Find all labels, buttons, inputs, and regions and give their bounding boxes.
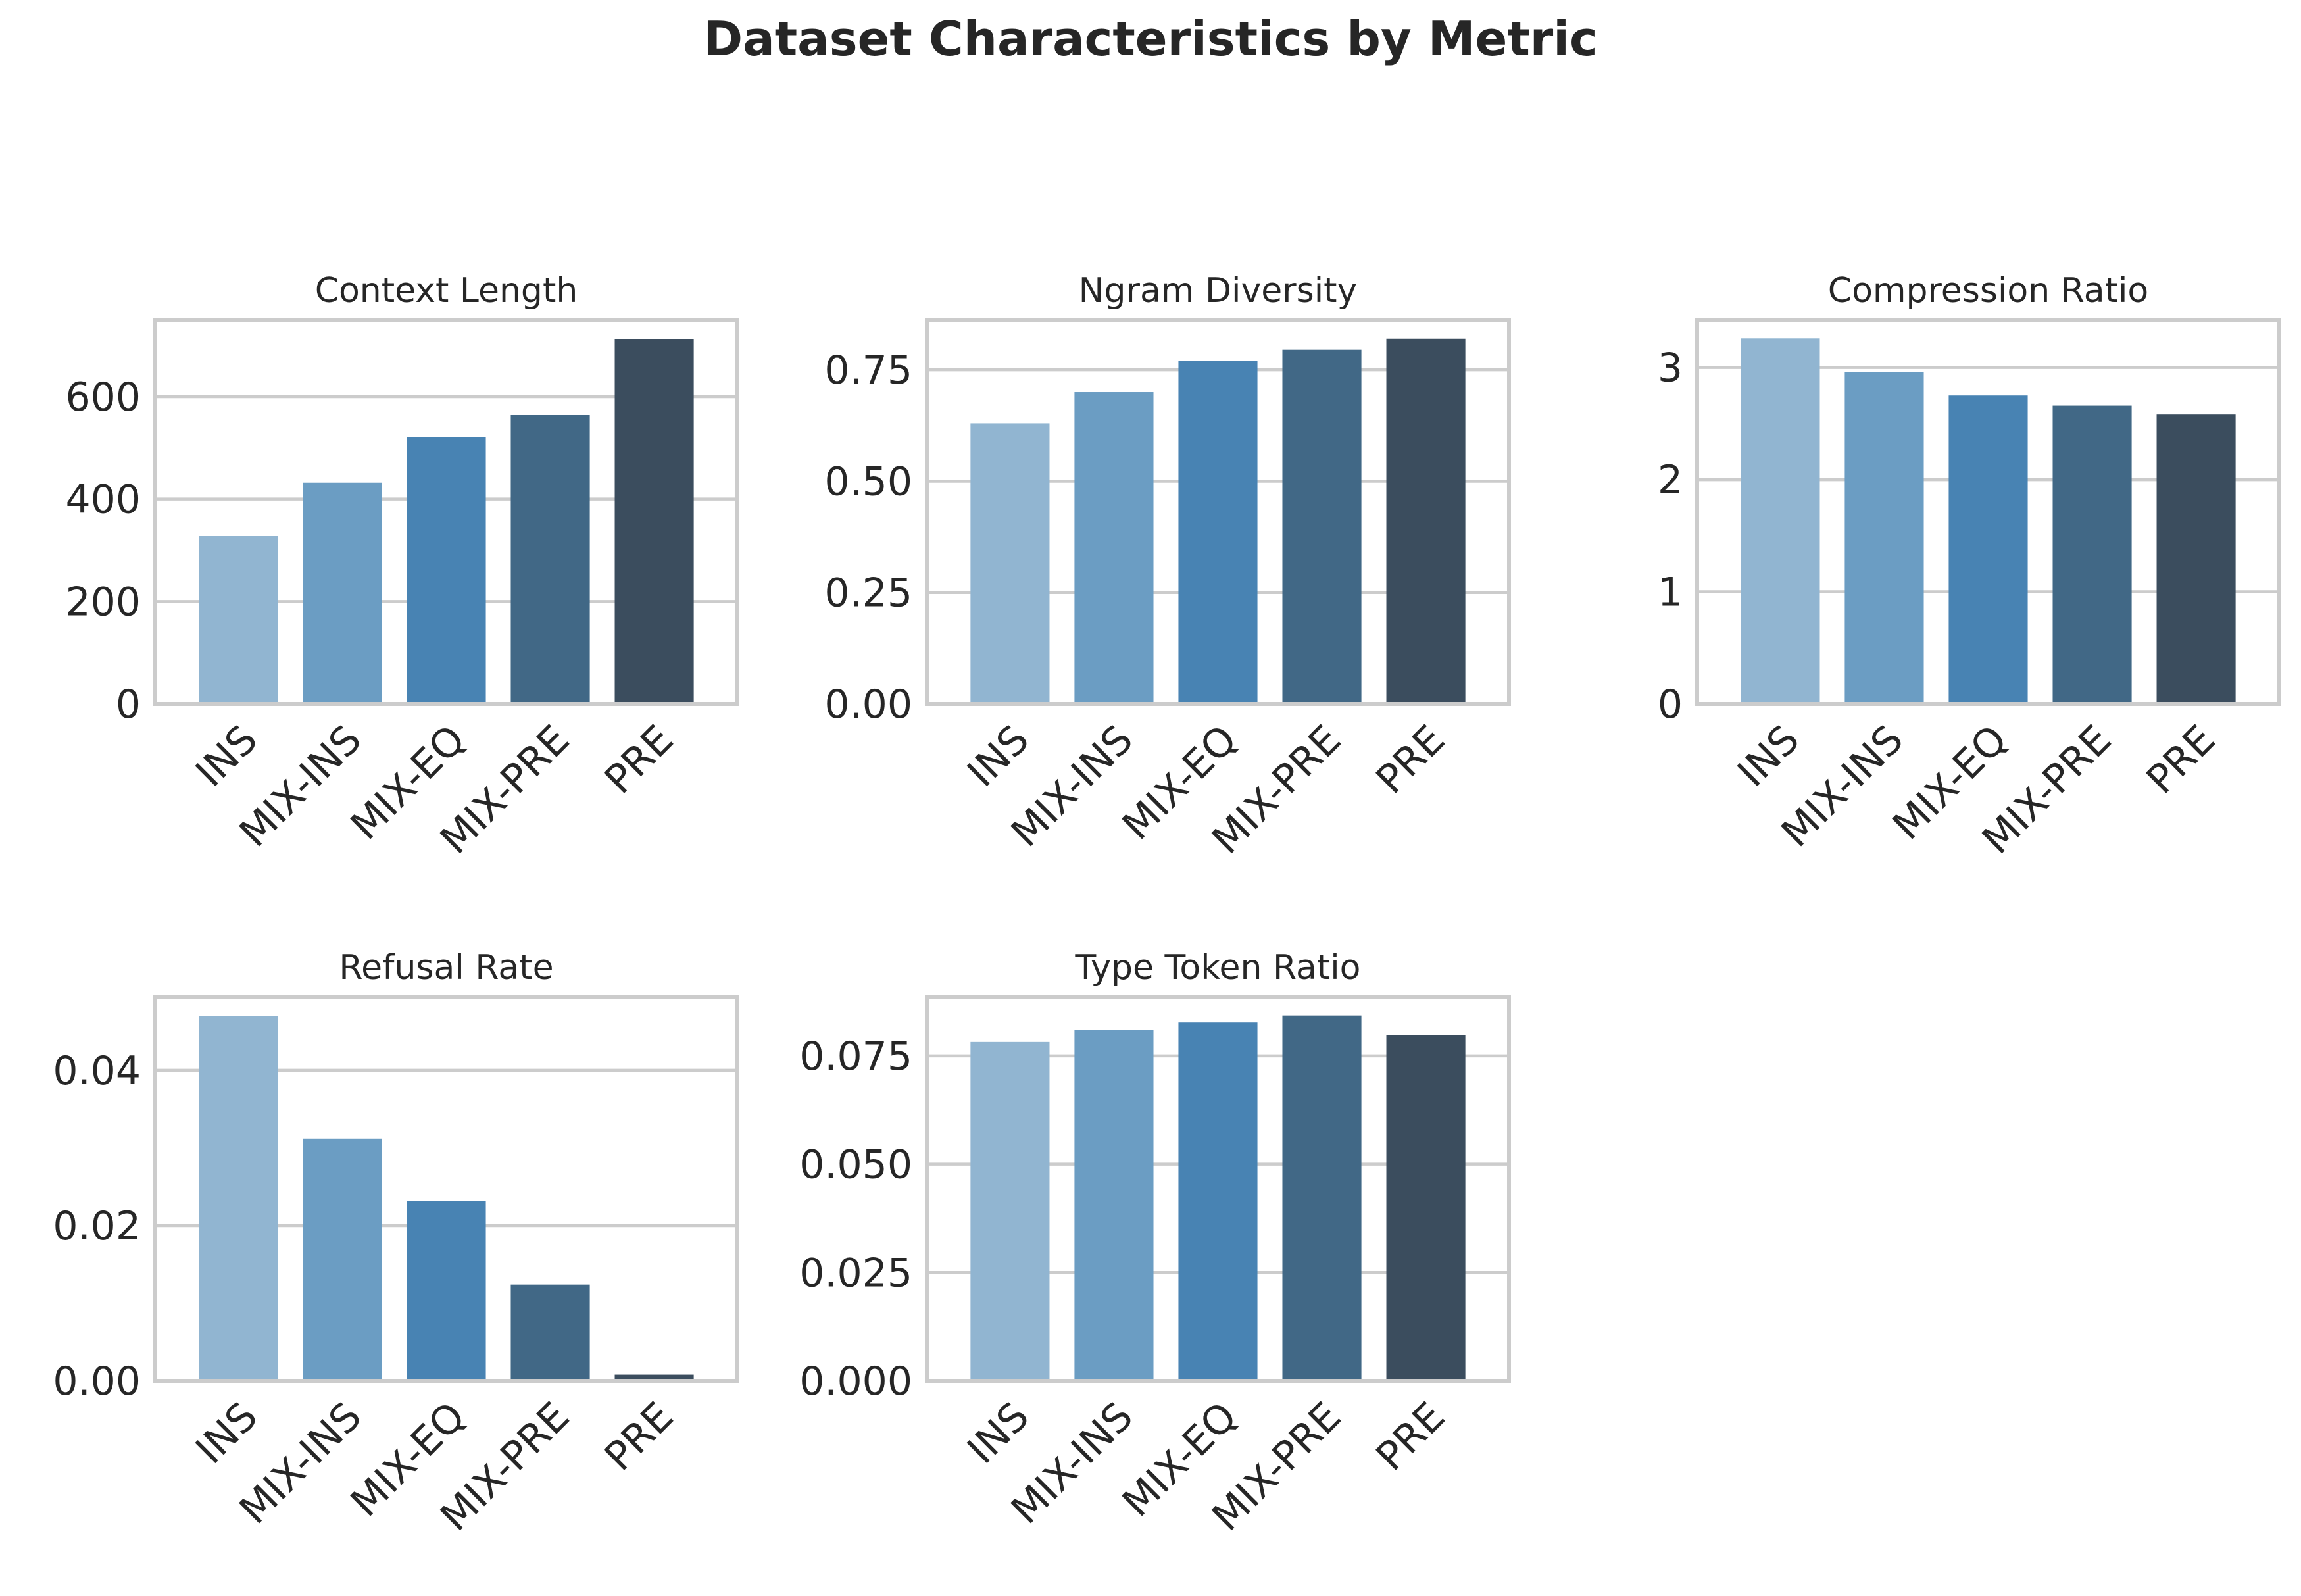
y-tick-label: 0.02 xyxy=(53,1203,141,1249)
y-tick-label: 0.25 xyxy=(824,570,912,616)
subplot-title: Compression Ratio xyxy=(1828,271,2148,311)
bar-pre xyxy=(1386,338,1466,704)
subplot-title: Context Length xyxy=(315,271,578,311)
axes-frame xyxy=(153,995,739,1383)
bar-mix-eq xyxy=(407,437,486,704)
y-tick-label: 400 xyxy=(65,477,141,523)
bar-mix-pre xyxy=(1282,349,1362,704)
x-tick-label: INS xyxy=(187,1393,266,1473)
bar-mix-eq xyxy=(1178,1022,1258,1381)
x-tick-label: PRE xyxy=(2138,716,2224,803)
bar-mix-ins xyxy=(1844,372,1924,704)
y-tick-label: 0 xyxy=(116,682,141,728)
y-tick-label: 600 xyxy=(65,374,141,420)
bar-pre xyxy=(1386,1035,1466,1381)
x-tick-label: INS xyxy=(187,716,266,796)
subplot-title: Refusal Rate xyxy=(339,948,553,987)
y-tick-label: 200 xyxy=(65,579,141,625)
x-tick-label: INS xyxy=(1729,716,1808,796)
y-tick-label: 2 xyxy=(1658,457,1683,503)
subplot-title: Ngram Diversity xyxy=(1079,271,1358,311)
bar-ins xyxy=(199,536,278,704)
bar-mix-eq xyxy=(1178,361,1258,704)
bar-ins xyxy=(1741,338,1820,704)
axes-frame xyxy=(1695,318,2281,706)
axes-frame xyxy=(153,318,739,706)
bar-pre xyxy=(614,339,694,704)
bar-mix-ins xyxy=(1074,392,1154,704)
y-tick-label: 0.00 xyxy=(824,682,912,728)
x-tick-label: PRE xyxy=(596,1393,682,1480)
subplot-title: Type Token Ratio xyxy=(1075,948,1361,987)
bar-ins xyxy=(970,423,1050,704)
x-tick-label: PRE xyxy=(596,716,682,803)
y-tick-label: 1 xyxy=(1658,570,1683,616)
bar-mix-ins xyxy=(303,482,382,704)
chart-panel-5: 0.0000.0250.0500.075INSMIX-INSMIX-EQMIX-… xyxy=(799,948,1511,1540)
y-tick-label: 0.050 xyxy=(799,1142,912,1188)
y-tick-label: 0.50 xyxy=(824,459,912,505)
y-tick-label: 0.00 xyxy=(53,1359,141,1405)
bar-mix-ins xyxy=(1074,1030,1154,1381)
figure-title: Dataset Characteristics by Metric xyxy=(703,11,1597,66)
y-tick-label: 0.000 xyxy=(799,1359,912,1405)
y-tick-label: 0.04 xyxy=(53,1048,141,1094)
x-tick-label: PRE xyxy=(1368,1393,1454,1480)
bar-mix-pre xyxy=(1282,1015,1362,1381)
y-tick-label: 0.75 xyxy=(824,347,912,393)
axes-frame xyxy=(925,995,1511,1383)
bar-mix-ins xyxy=(303,1138,382,1381)
bar-ins xyxy=(199,1016,278,1381)
y-tick-label: 0.075 xyxy=(799,1034,912,1080)
bar-mix-eq xyxy=(1948,395,2028,704)
axes-frame xyxy=(925,318,1511,706)
x-tick-label: INS xyxy=(958,1393,1038,1473)
bar-mix-pre xyxy=(2052,405,2132,704)
bar-pre xyxy=(2156,414,2236,704)
y-tick-label: 0.025 xyxy=(799,1250,912,1296)
x-tick-label: PRE xyxy=(1368,716,1454,803)
bar-pre xyxy=(614,1374,694,1381)
x-tick-label: INS xyxy=(958,716,1038,796)
bar-mix-pre xyxy=(510,1284,590,1381)
y-tick-label: 0 xyxy=(1658,682,1683,728)
bar-ins xyxy=(970,1041,1050,1381)
bar-mix-pre xyxy=(510,414,590,704)
y-tick-label: 3 xyxy=(1658,345,1683,391)
bar-mix-eq xyxy=(407,1201,486,1381)
